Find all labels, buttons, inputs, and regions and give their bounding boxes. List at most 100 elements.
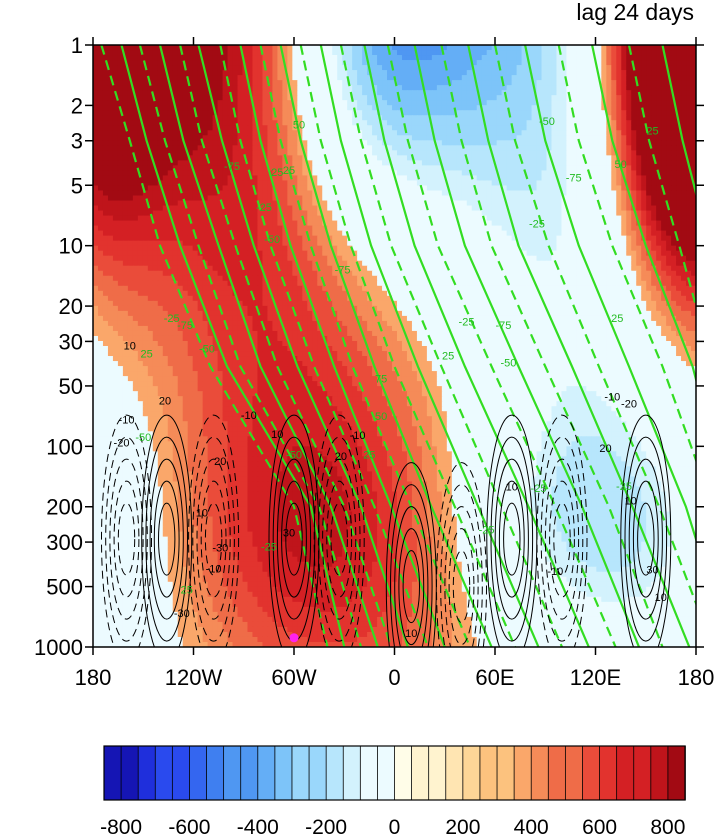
shade-cell [586, 185, 592, 192]
shade-cell [312, 150, 318, 156]
shade-cell [122, 225, 129, 232]
shade-cell [426, 75, 433, 81]
shade-cell [327, 155, 333, 161]
shade-cell [661, 205, 667, 212]
shade-cell [586, 90, 592, 96]
shade-cell [112, 120, 119, 126]
shade-cell [97, 185, 104, 192]
shade-cell [387, 55, 393, 61]
shade-cell [521, 55, 528, 61]
shade-cell [601, 125, 607, 131]
shade-cell [511, 170, 518, 177]
shade-cell [471, 230, 478, 237]
shade-cell [606, 185, 612, 192]
shade-cell [387, 100, 393, 106]
shade-cell [686, 210, 692, 217]
shade-cell [476, 70, 483, 76]
shade-cell [357, 215, 363, 222]
shade-cell [436, 145, 443, 151]
shade-cell [526, 175, 533, 182]
shade-cell [676, 185, 682, 192]
shade-cell [362, 65, 368, 71]
shade-cell [401, 215, 408, 222]
shade-cell [546, 65, 553, 71]
shade-cell [252, 130, 259, 136]
shade-cell [586, 150, 592, 156]
shade-cell [501, 165, 508, 172]
shade-cell [252, 90, 259, 96]
shade-cell [287, 125, 293, 131]
shade-cell [556, 135, 563, 141]
shade-cell [317, 145, 323, 151]
shade-cell [332, 150, 338, 156]
shade-cell [162, 240, 169, 247]
shade-cell [187, 240, 194, 247]
shade-cell [392, 125, 398, 131]
shade-cell [611, 225, 617, 232]
shade-cell [182, 175, 189, 182]
shade-cell [556, 240, 563, 247]
shade-cell [506, 235, 513, 242]
shade-cell [516, 90, 523, 96]
shade-cell [97, 95, 104, 101]
shade-cell [521, 185, 528, 192]
shade-cell [242, 80, 249, 86]
shade-cell [656, 90, 662, 96]
shade-cell [426, 195, 433, 202]
shade-cell [526, 95, 533, 101]
shade-cell [686, 170, 692, 177]
shade-cell [277, 195, 283, 202]
shade-cell [671, 125, 677, 131]
shade-cell [661, 230, 667, 237]
shade-cell [297, 160, 303, 166]
shade-cell [476, 150, 483, 156]
shade-cell [641, 185, 647, 192]
shade-cell [686, 190, 692, 197]
shade-cell [641, 160, 647, 166]
shade-cell [93, 190, 99, 197]
shade-cell [651, 95, 657, 101]
shade-cell [436, 80, 443, 86]
shade-cell [621, 150, 627, 156]
shade-cell [137, 230, 144, 237]
shade-cell [382, 45, 388, 51]
shade-cell [661, 105, 667, 111]
shade-cell [411, 120, 418, 126]
shade-cell [297, 90, 303, 96]
shade-cell [162, 250, 169, 257]
shade-cell [401, 55, 408, 61]
shade-cell [436, 120, 443, 126]
shade-cell [436, 75, 443, 81]
shade-cell [277, 165, 283, 172]
shade-cell [411, 225, 418, 232]
shade-cell [461, 90, 468, 96]
shade-cell [611, 90, 617, 96]
shade-cell [127, 200, 134, 207]
shade-cell [476, 155, 483, 161]
shade-cell [257, 80, 264, 86]
shade-cell [596, 55, 602, 61]
shade-cell [292, 180, 298, 187]
shade-cell [377, 140, 383, 146]
shade-cell [362, 135, 368, 141]
shade-cell [636, 155, 642, 161]
shade-cell [576, 190, 582, 197]
shade-cell [257, 215, 264, 222]
shade-cell [317, 85, 323, 91]
shade-cell [122, 235, 129, 242]
shade-cell [501, 230, 508, 237]
shade-cell [401, 200, 408, 207]
shade-cell [297, 110, 303, 116]
shade-cell [392, 210, 398, 217]
shade-cell [561, 225, 568, 232]
shade-cell [406, 110, 413, 116]
shade-cell [392, 230, 398, 237]
shade-cell [157, 135, 164, 141]
shade-cell [561, 170, 568, 177]
shade-cell [581, 160, 587, 166]
shade-cell [292, 125, 298, 131]
shade-cell [476, 245, 483, 252]
shade-cell [606, 75, 612, 81]
shade-cell [496, 110, 503, 116]
shade-cell [441, 235, 448, 242]
